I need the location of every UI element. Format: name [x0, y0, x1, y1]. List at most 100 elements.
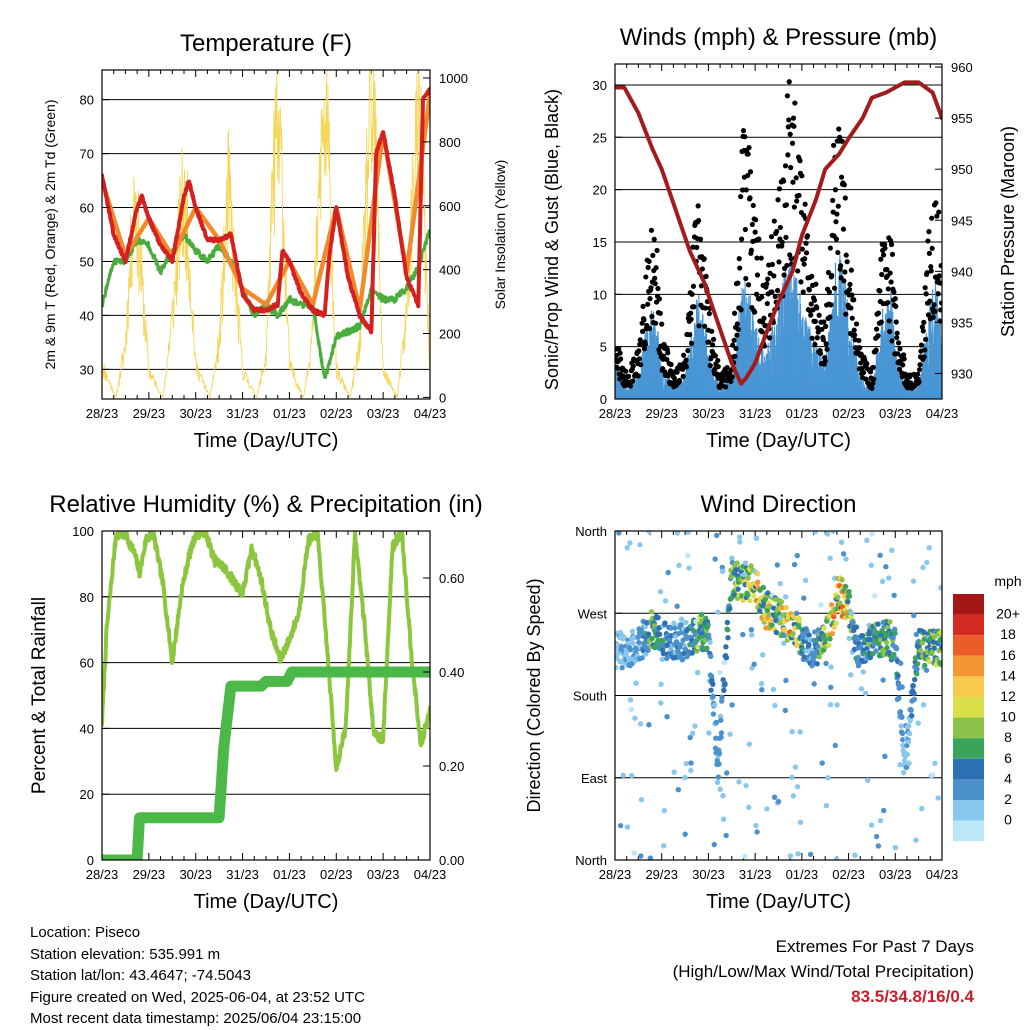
gust-point — [873, 347, 879, 353]
gust-point — [934, 213, 940, 219]
gust-point — [916, 379, 922, 385]
direction-point — [616, 531, 622, 536]
colorbar-swatch — [953, 800, 984, 821]
direction-point — [868, 822, 875, 828]
direction-point — [790, 793, 797, 799]
gust-point — [852, 332, 858, 338]
gust-point — [803, 240, 809, 246]
gust-point — [846, 287, 853, 293]
gust-point — [918, 342, 925, 348]
gust-point — [853, 321, 860, 327]
gust-point — [696, 323, 702, 329]
direction-point — [723, 832, 729, 839]
direction-point — [771, 794, 778, 800]
gust-point — [848, 305, 854, 311]
info-recent: Most recent data timestamp: 2025/06/04 2… — [30, 1010, 362, 1027]
gust-point — [891, 289, 897, 295]
direction-point — [929, 772, 936, 778]
gust-point — [630, 378, 636, 384]
direction-point — [639, 655, 645, 661]
direction-point — [915, 720, 921, 726]
direction-point — [659, 656, 665, 663]
gust-point — [895, 340, 902, 346]
gust-point — [706, 311, 712, 317]
gust-point — [743, 187, 749, 193]
gust-point — [690, 283, 697, 289]
gust-point — [935, 291, 941, 297]
direction-point — [769, 622, 775, 628]
gust-point — [731, 337, 737, 343]
gust-point — [843, 252, 849, 258]
direction-point — [746, 804, 752, 811]
direction-point — [716, 750, 723, 757]
gust-point — [877, 288, 883, 294]
direction-point — [687, 734, 693, 741]
gust-point — [734, 332, 740, 338]
x-tick-label: 28/23 — [86, 406, 119, 421]
direction-point — [911, 676, 918, 683]
gust-point — [706, 339, 712, 345]
colorbar-swatch — [953, 697, 984, 718]
direction-point — [910, 578, 917, 584]
direction-point — [831, 575, 838, 582]
direction-point — [708, 673, 715, 680]
gust-point — [703, 305, 709, 311]
winds-plot — [615, 79, 942, 399]
direction-point — [868, 562, 874, 568]
direction-point — [892, 626, 898, 632]
direction-point — [833, 620, 839, 626]
gust-point — [879, 271, 885, 278]
direction-point — [892, 630, 898, 636]
x-tick-label: 03/23 — [367, 406, 400, 421]
x-tick-label: 01/23 — [273, 867, 306, 882]
gust-point — [893, 303, 899, 309]
gust-point — [640, 303, 646, 309]
y2-tick-label: 600 — [439, 199, 461, 214]
gust-point — [680, 373, 686, 379]
direction-point — [872, 593, 878, 599]
y-tick-label: North — [575, 853, 607, 868]
gust-point — [645, 264, 651, 271]
direction-point — [618, 644, 625, 650]
gust-point — [731, 310, 738, 316]
direction-point — [825, 775, 831, 781]
gust-point — [936, 273, 942, 279]
gust-point — [894, 335, 900, 341]
gust-point — [703, 273, 709, 279]
plot-frame — [614, 63, 943, 400]
gust-point — [936, 209, 942, 215]
gust-point — [784, 262, 790, 269]
direction-point — [898, 723, 904, 729]
x-tick-label: 28/23 — [599, 867, 632, 882]
gust-point — [857, 345, 863, 351]
direction-point — [633, 680, 639, 686]
direction-point — [754, 570, 761, 577]
gust-point — [710, 336, 717, 342]
gust-point — [668, 361, 674, 368]
direction-point — [892, 844, 899, 851]
gust-point — [900, 362, 906, 368]
direction-point — [937, 661, 942, 667]
gust-point — [901, 352, 907, 358]
direction-point — [649, 635, 655, 642]
direction-point — [624, 824, 631, 830]
gust-point — [895, 351, 901, 357]
direction-point — [883, 564, 889, 570]
direction-point — [645, 631, 652, 637]
direction-point — [637, 542, 643, 548]
colorbar-swatch — [953, 820, 984, 842]
direction-point — [705, 622, 711, 628]
gust-point — [785, 152, 791, 158]
gust-point — [875, 310, 882, 316]
direction-point — [922, 662, 928, 669]
direction-point — [939, 644, 942, 651]
gust-point — [921, 354, 927, 360]
colorbar-swatch — [953, 676, 984, 697]
y-tick-label: West — [578, 606, 608, 621]
direction-point — [824, 531, 831, 537]
gust-point — [924, 270, 930, 276]
direction-point — [719, 694, 725, 700]
gust-point — [708, 355, 714, 361]
plot-frame — [101, 69, 431, 400]
temp-9m-line — [102, 92, 430, 313]
